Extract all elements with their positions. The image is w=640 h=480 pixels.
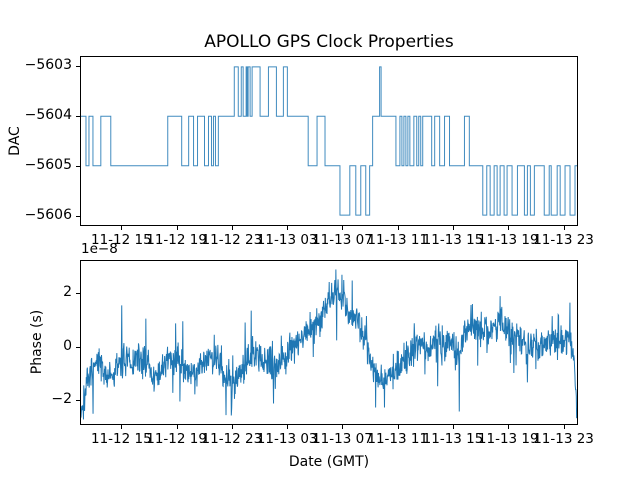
x-tick-mark	[176, 226, 178, 230]
x-tick-mark	[121, 425, 123, 429]
x-tick-label: 11-13 15	[422, 232, 484, 248]
x-tick-label: 11-13 03	[256, 232, 318, 248]
x-tick-label: 11-13 11	[367, 232, 429, 248]
y-tick-label: 0	[63, 337, 72, 354]
y-tick-mark	[76, 166, 80, 167]
x-tick-mark	[397, 226, 399, 230]
x-tick-label: 11-13 07	[312, 232, 373, 248]
x-tick-label: 11-13 23	[533, 232, 594, 248]
x-tick-label: 11-12 15	[90, 232, 152, 248]
x-tick-mark	[287, 425, 289, 429]
phase-offset-label: 1e−8	[81, 241, 118, 257]
x-tick-label: 11-12 19	[146, 232, 207, 248]
x-tick-label: 11-12 23	[201, 431, 263, 447]
x-tick-label: 11-12 23	[201, 232, 263, 248]
y-tick-label: −5605	[24, 157, 72, 173]
x-tick-label: 11-13 07	[312, 431, 373, 447]
y-tick-mark	[76, 116, 80, 117]
x-tick-mark	[563, 226, 565, 230]
x-tick-mark	[231, 226, 233, 230]
phase-noise-line	[81, 269, 577, 420]
phase-plot-area	[80, 260, 578, 425]
x-tick-mark	[563, 425, 565, 429]
x-tick-mark	[342, 226, 344, 230]
x-tick-mark	[397, 425, 399, 429]
y-tick-mark	[76, 66, 80, 67]
x-tick-label: 11-12 15	[90, 431, 152, 447]
y-tick-label: −5604	[24, 107, 72, 123]
y-tick-mark	[76, 216, 80, 217]
x-tick-label: 11-12 19	[146, 431, 207, 447]
x-tick-label: 11-13 19	[477, 431, 539, 447]
dac-plot-area	[80, 56, 578, 226]
x-tick-mark	[508, 425, 510, 429]
y-tick-mark	[76, 400, 80, 402]
y-tick-mark	[76, 346, 80, 348]
x-axis-label: Date (GMT)	[288, 454, 370, 470]
x-tick-mark	[121, 226, 123, 230]
y-tick-label: −2	[51, 391, 72, 408]
x-tick-label: 11-13 11	[367, 431, 429, 447]
chart-title: APOLLO GPS Clock Properties	[204, 32, 454, 52]
x-tick-mark	[231, 425, 233, 429]
x-tick-mark	[453, 425, 454, 429]
x-tick-mark	[453, 226, 454, 230]
x-tick-label: 11-13 15	[422, 431, 484, 447]
x-tick-label: 11-13 23	[533, 431, 594, 447]
y-tick-label: −5606	[24, 207, 72, 223]
x-tick-mark	[287, 226, 289, 230]
dac-step-line	[81, 66, 577, 216]
x-tick-mark	[342, 425, 344, 429]
x-tick-label: 11-13 19	[477, 232, 539, 248]
y-tick-label: 2	[63, 283, 72, 300]
y-tick-mark	[76, 292, 80, 294]
x-tick-label: 11-13 03	[256, 431, 318, 447]
dac-axis-label: DAC	[7, 126, 23, 156]
x-tick-mark	[508, 226, 510, 230]
y-tick-label: −5603	[24, 57, 72, 73]
x-tick-mark	[176, 425, 178, 429]
